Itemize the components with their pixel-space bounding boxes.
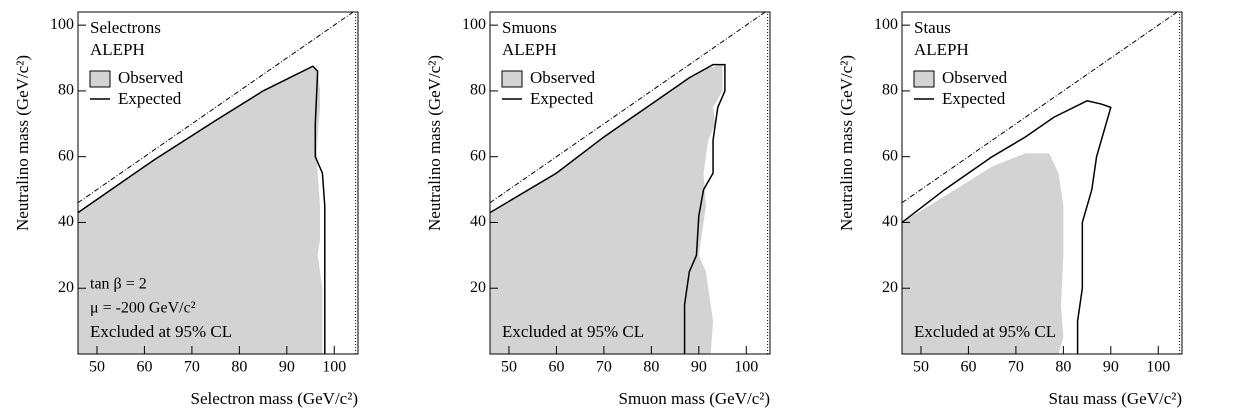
y-tick-label: 80 bbox=[58, 82, 74, 99]
x-tick-label: 70 bbox=[1008, 359, 1024, 376]
y-tick-label: 60 bbox=[470, 147, 486, 164]
annotation: Excluded at 95% CL bbox=[502, 322, 644, 341]
y-tick-label: 100 bbox=[874, 16, 898, 33]
panel-title: Selectrons bbox=[90, 18, 161, 37]
x-tick-label: 50 bbox=[501, 359, 517, 376]
observed-area bbox=[490, 64, 723, 354]
observed-area bbox=[78, 66, 323, 354]
x-axis-label: Smuon mass (GeV/c²) bbox=[619, 389, 770, 408]
plot-frame bbox=[901, 11, 1183, 355]
x-tick-label: 90 bbox=[1103, 359, 1119, 376]
x-tick-label: 100 bbox=[1146, 359, 1170, 376]
y-axis-label: Neutralino mass (GeV/c²) bbox=[425, 55, 444, 231]
expected-line bbox=[901, 99, 1112, 354]
y-tick-label: 40 bbox=[882, 213, 898, 230]
x-tick-label: 70 bbox=[596, 359, 612, 376]
legend-label: Expected bbox=[530, 89, 594, 108]
x-tick-label: 50 bbox=[913, 359, 929, 376]
annotation: μ = -200 GeV/c² bbox=[90, 300, 196, 317]
x-tick-label: 90 bbox=[691, 359, 707, 376]
x-tick-label: 100 bbox=[322, 359, 346, 376]
panel-title: Staus bbox=[914, 18, 951, 37]
x-tick-label: 100 bbox=[734, 359, 758, 376]
kinematic-diagonal bbox=[489, 11, 766, 204]
plot-frame bbox=[77, 11, 359, 355]
x-tick-label: 90 bbox=[279, 359, 295, 376]
annotation: Excluded at 95% CL bbox=[914, 322, 1056, 341]
legend-swatch bbox=[501, 70, 523, 88]
y-tick-label: 60 bbox=[58, 147, 74, 164]
x-tick-label: 80 bbox=[643, 359, 659, 376]
kinematic-diagonal bbox=[901, 11, 1178, 204]
x-tick-label: 60 bbox=[960, 359, 976, 376]
x-tick-label: 80 bbox=[231, 359, 247, 376]
y-tick-label: 100 bbox=[462, 16, 486, 33]
legend-swatch bbox=[89, 70, 111, 88]
kinematic-diagonal bbox=[77, 11, 354, 204]
plot-frame bbox=[489, 11, 771, 355]
y-tick-label: 40 bbox=[470, 213, 486, 230]
legend-label: Observed bbox=[530, 68, 596, 87]
expected-line bbox=[77, 65, 326, 354]
y-tick-label: 40 bbox=[58, 213, 74, 230]
annotation: tan β = 2 bbox=[90, 276, 147, 293]
panel-subtitle: ALEPH bbox=[502, 40, 557, 59]
y-tick-label: 80 bbox=[470, 82, 486, 99]
x-tick-label: 70 bbox=[184, 359, 200, 376]
x-tick-label: 50 bbox=[89, 359, 105, 376]
x-tick-label: 60 bbox=[548, 359, 564, 376]
panel-title: Smuons bbox=[502, 18, 557, 37]
x-axis-label: Selectron mass (GeV/c²) bbox=[191, 389, 359, 408]
legend-label: Observed bbox=[118, 68, 184, 87]
panel-subtitle: ALEPH bbox=[90, 40, 145, 59]
y-axis-label: Neutralino mass (GeV/c²) bbox=[13, 55, 32, 231]
y-tick-label: 80 bbox=[882, 82, 898, 99]
legend-swatch bbox=[913, 70, 935, 88]
x-axis-label: Stau mass (GeV/c²) bbox=[1048, 389, 1182, 408]
legend-label: Expected bbox=[118, 89, 182, 108]
y-tick-label: 20 bbox=[470, 279, 486, 296]
annotation: Excluded at 95% CL bbox=[90, 322, 232, 341]
x-tick-label: 80 bbox=[1055, 359, 1071, 376]
y-tick-label: 60 bbox=[882, 147, 898, 164]
y-tick-label: 20 bbox=[882, 279, 898, 296]
legend-label: Expected bbox=[942, 89, 1006, 108]
y-tick-label: 20 bbox=[58, 279, 74, 296]
expected-line bbox=[489, 63, 726, 354]
y-tick-label: 100 bbox=[50, 16, 74, 33]
panel-subtitle: ALEPH bbox=[914, 40, 969, 59]
x-tick-label: 60 bbox=[136, 359, 152, 376]
observed-area bbox=[902, 153, 1064, 354]
legend-label: Observed bbox=[942, 68, 1008, 87]
y-axis-label: Neutralino mass (GeV/c²) bbox=[837, 55, 856, 231]
